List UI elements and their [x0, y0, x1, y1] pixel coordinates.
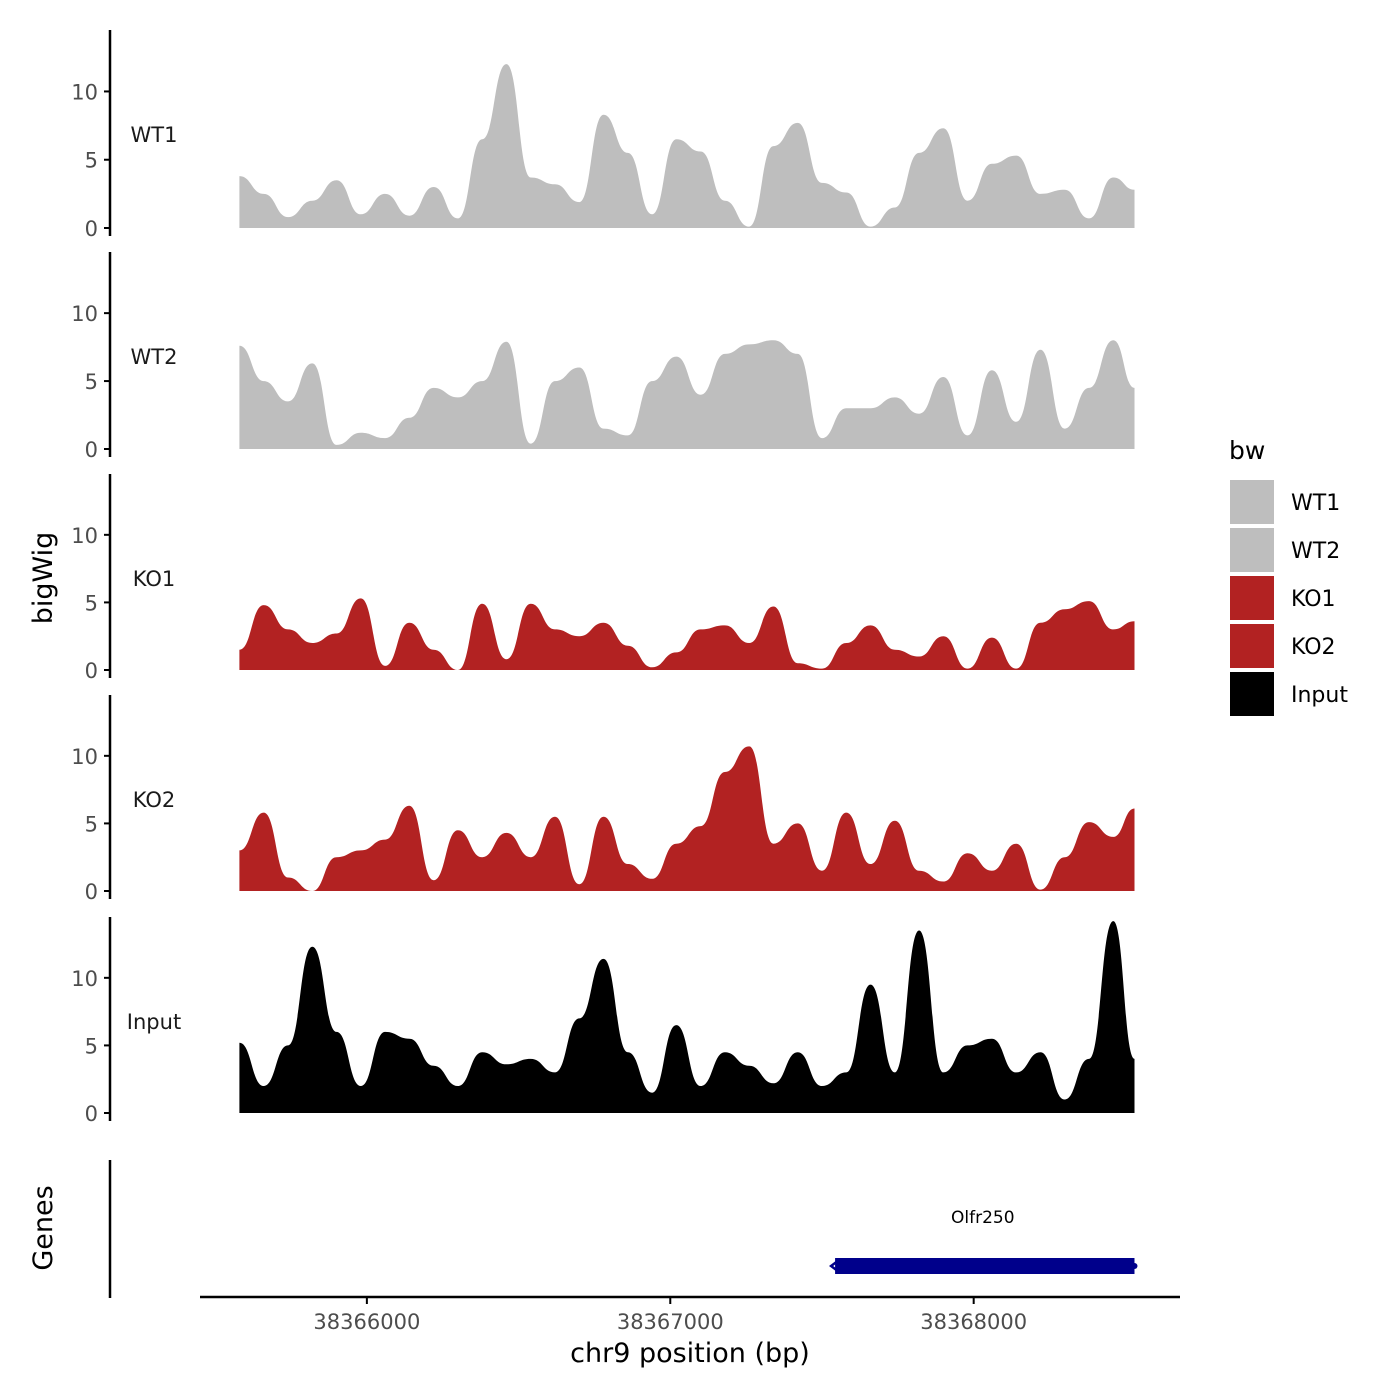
x-tick-label: 38367000 [617, 1310, 724, 1334]
legend-key [1230, 576, 1274, 620]
legend-item-input: Input [1230, 672, 1348, 716]
x-tick-label: 38366000 [313, 1310, 420, 1334]
y-tick-label: 5 [85, 812, 98, 836]
gene-olfr250: Olfr250 [829, 1208, 1138, 1274]
gene-label: Olfr250 [951, 1208, 1015, 1228]
legend-item-wt1: WT1 [1230, 480, 1340, 524]
strand-arrow-icon [829, 1259, 840, 1273]
coverage-tracks: 0 5 10 WT1 0 5 10 WT2 0 5 10 KO1 0 5 10 KO2 0 5 10 Input [71, 30, 1135, 1126]
y-tick-label: 0 [85, 659, 98, 683]
track-label: WT1 [131, 123, 178, 147]
area-input [239, 921, 1135, 1113]
legend-key [1230, 624, 1274, 668]
y-tick-label: 10 [71, 80, 98, 104]
gene-body [835, 1258, 1135, 1274]
y-tick-label: 0 [85, 1102, 98, 1126]
legend-item-ko2: KO2 [1230, 624, 1336, 668]
y-tick-label: 0 [85, 880, 98, 904]
y-tick-label: 10 [71, 524, 98, 548]
y-tick-label: 0 [85, 217, 98, 241]
gene-annotation-panel: Olfr250 [108, 1160, 1138, 1298]
legend-item-wt2: WT2 [1230, 528, 1340, 572]
x-tick-label: 38368000 [920, 1310, 1027, 1334]
x-axis-title: chr9 position (bp) [570, 1338, 810, 1369]
track-label: Input [127, 1010, 181, 1034]
y-tick-label: 10 [71, 745, 98, 769]
legend-label: WT2 [1291, 539, 1340, 564]
legend-item-ko1: KO1 [1230, 576, 1336, 620]
y-tick-label: 10 [71, 967, 98, 991]
legend-label: WT1 [1291, 491, 1340, 516]
track-ko1: 0 5 10 KO1 [71, 474, 1135, 683]
legend-key [1230, 672, 1274, 716]
area-wt2 [239, 340, 1135, 449]
legend-label: KO2 [1291, 635, 1336, 660]
legend-label: KO1 [1291, 587, 1336, 612]
x-axis: 38366000 38367000 38368000 [200, 1295, 1180, 1334]
area-wt1 [239, 64, 1135, 228]
track-ko2: 0 5 10 KO2 [71, 695, 1135, 904]
gene-end-marker [1131, 1263, 1138, 1269]
legend-title: bw [1229, 436, 1265, 465]
genes-axis-title: Genes [28, 1185, 59, 1270]
legend-key [1230, 480, 1274, 524]
track-wt2: 0 5 10 WT2 [71, 252, 1135, 462]
y-tick-label: 5 [85, 1034, 98, 1058]
y-tick-label: 5 [85, 370, 98, 394]
legend: bw WT1 WT2 KO1 KO2 Input [1229, 436, 1348, 716]
track-input: 0 5 10 Input [71, 917, 1135, 1126]
y-tick-label: 5 [85, 591, 98, 615]
y-axis-title: bigWig [28, 532, 59, 625]
area-ko1 [239, 598, 1135, 670]
track-label: WT2 [131, 345, 178, 369]
track-label: KO2 [133, 788, 176, 812]
y-tick-label: 0 [85, 438, 98, 462]
y-tick-label: 10 [71, 302, 98, 326]
area-ko2 [239, 746, 1135, 891]
legend-key [1230, 528, 1274, 572]
track-label: KO1 [133, 567, 176, 591]
y-tick-label: 5 [85, 149, 98, 173]
track-wt1: 0 5 10 WT1 [71, 30, 1135, 241]
legend-label: Input [1291, 683, 1348, 708]
